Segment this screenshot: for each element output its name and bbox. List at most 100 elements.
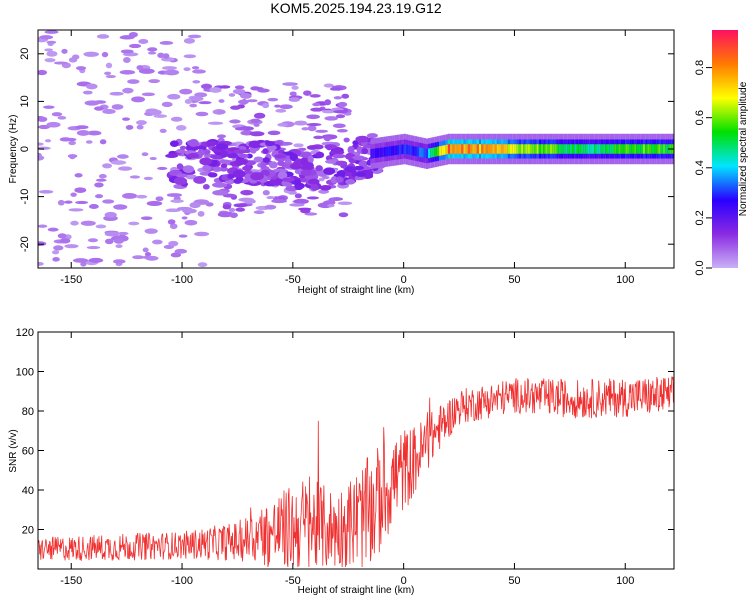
ridge-cell xyxy=(494,144,497,154)
spectrum-blob xyxy=(240,189,254,196)
spectrum-blob xyxy=(219,85,231,89)
spectrum-blob xyxy=(228,207,236,213)
spectrum-blob xyxy=(123,56,131,63)
ridge-cell xyxy=(549,144,553,154)
spectrum-blob xyxy=(157,52,165,58)
spectrum-blob xyxy=(105,62,113,69)
spectrum-blob xyxy=(361,148,369,155)
spectrum-blob xyxy=(104,238,114,245)
spectrum-blob xyxy=(233,203,248,208)
spectrum-blob xyxy=(301,127,310,131)
ridge-cell xyxy=(441,145,444,156)
spectrum-blob xyxy=(294,185,303,191)
spectrum-blob xyxy=(265,140,275,147)
spectrum-blob xyxy=(232,88,246,95)
spectrum-blob xyxy=(336,129,348,133)
spectrum-blob xyxy=(355,171,366,177)
spectrum-blob xyxy=(324,116,339,121)
spectrum-blob xyxy=(222,204,232,210)
ridge-cell xyxy=(381,147,384,157)
spectrum-blob xyxy=(248,140,262,149)
y-tick-label: -10 xyxy=(19,189,31,205)
ridge-cell xyxy=(423,148,426,159)
ridge-cell xyxy=(596,144,599,154)
spectrum-blob xyxy=(84,100,100,106)
spectrum-blob xyxy=(192,80,201,84)
spectrum-blob xyxy=(189,103,198,108)
ridge-cell xyxy=(383,147,387,157)
spectrum-blob xyxy=(303,90,312,96)
spectrum-blob xyxy=(274,154,287,159)
snr-x-label: Height of straight line (km) xyxy=(298,585,415,596)
spectrum-blob xyxy=(233,178,242,184)
spectrum-blob xyxy=(206,140,218,147)
spectrum-blob xyxy=(46,50,58,57)
spectrum-blob xyxy=(46,121,61,128)
spectrum-blob xyxy=(38,124,50,130)
spectrum-blob xyxy=(94,182,104,188)
ridge-cell xyxy=(558,144,562,154)
ridge-cell xyxy=(405,144,409,155)
spectrum-blob xyxy=(141,152,149,157)
spectrum-blob xyxy=(109,91,124,96)
snr-panel: -150 -100 -50 0 50 100 20 40 60 80 100 120 Height … xyxy=(8,327,675,596)
ridge-cell xyxy=(532,144,535,154)
spectrum-blob xyxy=(298,207,312,211)
spectrum-blob xyxy=(68,57,78,63)
spectrum-blob xyxy=(353,165,364,171)
spectrum-blob xyxy=(75,125,89,130)
y-tick-label: 10 xyxy=(19,95,31,107)
spectrogram-x-ticks: -150 -100 -50 0 50 100 xyxy=(60,30,634,286)
spectrum-blob xyxy=(326,144,333,151)
spectrum-blob xyxy=(74,173,83,178)
ridge-cell xyxy=(594,144,597,154)
spectrum-blob xyxy=(176,173,188,178)
spectrum-blob xyxy=(289,91,297,97)
ridge-cell xyxy=(516,144,519,154)
spectrum-blob xyxy=(183,54,197,59)
spectrum-blob xyxy=(220,150,228,158)
ridge-cell xyxy=(638,144,641,154)
spectrum-blob xyxy=(125,125,134,130)
ridge-cell xyxy=(609,144,613,154)
spectrum-blob xyxy=(102,108,116,115)
spectrum-blob xyxy=(167,208,177,212)
ridge-cell xyxy=(607,144,610,154)
ridge-cell xyxy=(620,144,624,154)
ridge-cell xyxy=(412,146,415,156)
spectrum-blob xyxy=(338,212,349,218)
spectrum-blob xyxy=(57,115,67,120)
spectrum-blob xyxy=(147,51,157,55)
colorbar-tick-label: 0.4 xyxy=(694,160,706,175)
spectrum-blob xyxy=(266,144,277,151)
spectrogram-plot-area xyxy=(38,30,674,268)
spectrum-blob xyxy=(366,133,378,139)
spectrum-blob xyxy=(315,151,325,158)
ridge-cell xyxy=(474,144,477,154)
ridge-cell xyxy=(580,144,584,154)
colorbar-tick-label: 0.8 xyxy=(694,60,706,75)
colorbar: 0.0 0.2 0.4 0.6 0.8 Normalized spectral ampl… xyxy=(694,30,749,276)
spectrum-blob xyxy=(59,238,71,244)
y-tick-label: 100 xyxy=(16,367,34,379)
spectrum-blob xyxy=(343,112,352,116)
snr-y-ticks: 20 40 60 80 100 120 xyxy=(16,327,674,537)
spectrum-blob xyxy=(229,212,238,218)
ridge-cell xyxy=(372,148,375,159)
ridge-cell xyxy=(408,145,411,155)
spectrum-blob xyxy=(202,164,212,172)
spectrum-blob xyxy=(166,193,182,198)
spectrum-blob xyxy=(294,193,302,199)
spectrum-blob xyxy=(249,131,265,137)
spectrum-blob xyxy=(175,149,186,154)
spectrum-blob xyxy=(209,87,222,93)
ridge-cell xyxy=(470,144,473,154)
spectrum-blob xyxy=(304,212,318,216)
spectrum-blob xyxy=(65,137,77,142)
spectrum-blob xyxy=(51,250,60,255)
spectrum-blob xyxy=(85,140,93,144)
ridge-cell xyxy=(547,144,550,154)
spectrum-blob xyxy=(146,200,163,207)
spectrum-blob xyxy=(38,142,44,146)
x-tick-label: -150 xyxy=(60,274,82,286)
